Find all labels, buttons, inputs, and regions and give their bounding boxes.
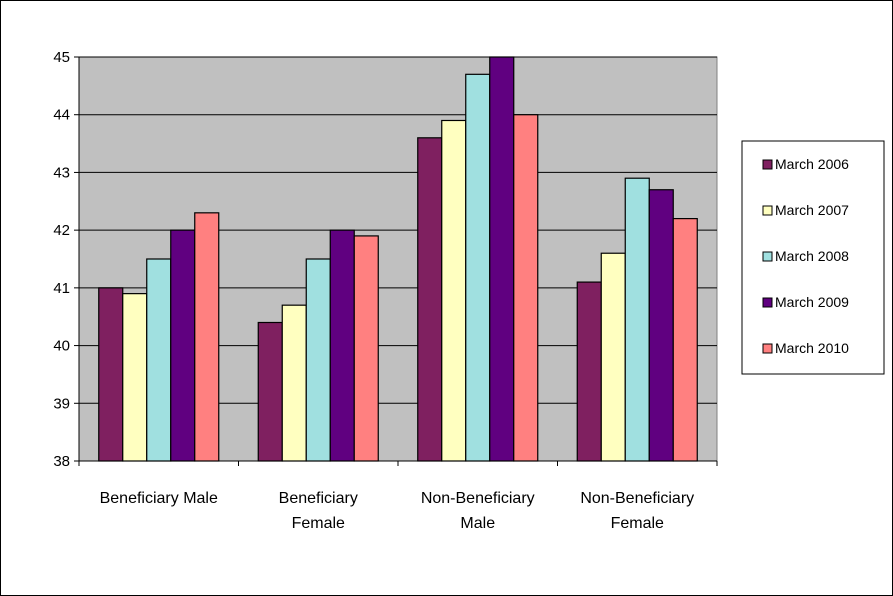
bar <box>489 56 515 462</box>
category-label: Female <box>611 515 664 532</box>
bar <box>513 114 539 462</box>
legend: March 2006 March 2007 March 2008 March 2009… <box>741 140 885 375</box>
bar <box>353 235 379 462</box>
x-axis-ticks <box>78 461 718 466</box>
bar <box>329 229 355 462</box>
bar <box>672 218 698 462</box>
category-label: Non-Beneficiary <box>421 490 535 507</box>
legend-swatch <box>762 159 773 170</box>
legend-label: March 2008 <box>775 248 849 264</box>
y-axis-ticks: 38 39 40 41 42 43 44 45 <box>53 49 79 470</box>
category-label: Beneficiary <box>279 490 358 507</box>
y-tick-label: 45 <box>53 49 70 66</box>
y-tick-label: 41 <box>53 280 70 297</box>
y-tick-label: 38 <box>53 453 70 470</box>
legend-label: March 2010 <box>775 340 849 356</box>
bar <box>600 252 626 462</box>
bars <box>98 56 698 462</box>
bar <box>257 321 283 462</box>
category-label: Female <box>292 515 345 532</box>
legend-label: March 2007 <box>775 202 849 218</box>
bar <box>648 189 674 462</box>
bar <box>576 281 602 462</box>
category-label: Non-Beneficiary <box>580 490 694 507</box>
category-label: Male <box>460 515 495 532</box>
bar <box>194 212 220 462</box>
bar <box>146 258 172 462</box>
y-tick-label: 42 <box>53 222 70 239</box>
y-tick-label: 39 <box>53 395 70 412</box>
category-labels: Beneficiary Male Beneficiary Female Non-Ben… <box>100 490 695 532</box>
legend-swatch <box>762 297 773 308</box>
bar <box>305 258 331 462</box>
bar <box>624 177 650 462</box>
legend-label: March 2006 <box>775 156 849 172</box>
bar <box>281 304 307 462</box>
legend-swatch <box>762 205 773 216</box>
category-label: Beneficiary Male <box>100 490 218 507</box>
legend-label: March 2009 <box>775 294 849 310</box>
legend-swatch <box>762 251 773 262</box>
bar <box>465 73 491 462</box>
bar <box>417 137 443 462</box>
bar <box>122 293 148 462</box>
bar <box>441 119 467 462</box>
y-tick-label: 43 <box>53 164 70 181</box>
legend-swatch <box>762 343 773 354</box>
y-tick-label: 40 <box>53 338 70 355</box>
y-tick-label: 44 <box>53 107 70 124</box>
bar <box>98 287 124 462</box>
bar <box>170 229 196 462</box>
